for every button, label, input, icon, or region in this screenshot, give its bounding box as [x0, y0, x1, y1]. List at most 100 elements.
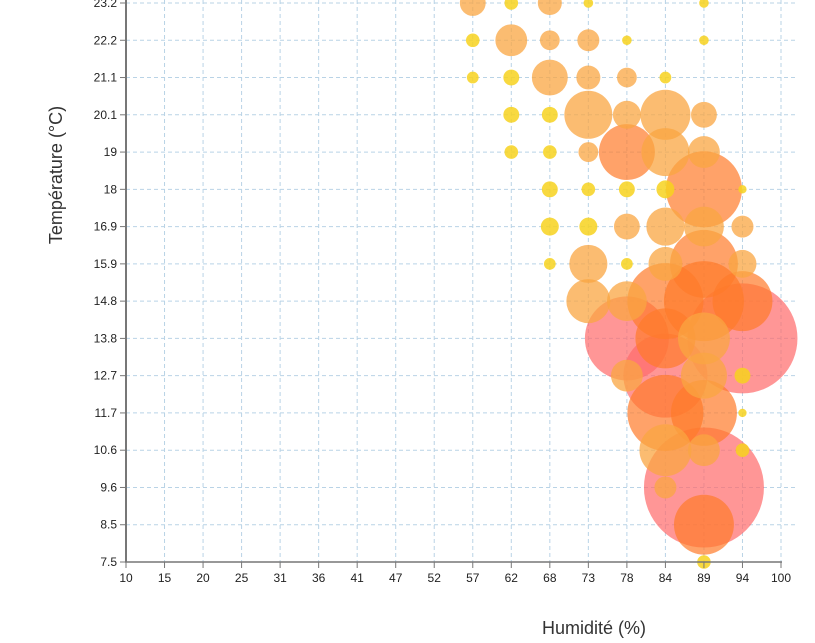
bubble [665, 151, 742, 228]
x-tick-label: 10 [119, 571, 133, 585]
bubble [659, 71, 672, 84]
y-axis-title: Température (°C) [46, 106, 66, 244]
bubble [583, 0, 594, 8]
y-tick-label: 11.7 [95, 406, 118, 420]
x-tick-label: 62 [505, 571, 519, 585]
x-axis-ticks: 10 15 20 25 31 36 41 47 52 57 62 68 73 78 84 89 94 100 [119, 562, 791, 585]
bubbles [459, 0, 798, 569]
x-tick-label: 78 [620, 571, 634, 585]
bubble [459, 0, 486, 16]
bubble [612, 100, 641, 129]
bubble [735, 443, 750, 457]
y-tick-label: 12.7 [94, 369, 118, 383]
bubble [731, 215, 754, 238]
bubble [680, 352, 727, 399]
bubble [699, 35, 709, 46]
bubble [712, 271, 773, 332]
bubble [543, 145, 557, 159]
x-tick-label: 100 [771, 571, 791, 585]
bubble [543, 257, 556, 270]
y-tick-label: 8.5 [100, 518, 117, 532]
y-tick-label: 16.9 [94, 220, 118, 234]
bubble [639, 424, 692, 477]
x-tick-label: 25 [235, 571, 249, 585]
bubble [504, 145, 519, 159]
x-tick-label: 47 [389, 571, 403, 585]
bubble [504, 0, 519, 10]
y-tick-label: 20.1 [94, 108, 118, 122]
x-tick-label: 31 [273, 571, 287, 585]
bubble [691, 101, 717, 128]
bubble [503, 69, 520, 86]
bubble [539, 30, 560, 51]
y-tick-label: 18 [104, 182, 118, 196]
bubble [466, 71, 479, 84]
y-axis-ticks: 7.5 8.5 9.6 10.6 11.7 12.7 13.8 14.8 15.9 16.9 18 1… [94, 0, 126, 569]
y-tick-label: 7.5 [100, 555, 117, 569]
x-tick-label: 57 [466, 571, 480, 585]
bubble [688, 434, 720, 467]
bubble [618, 181, 635, 198]
bubble [622, 35, 632, 46]
bubble [670, 379, 737, 446]
x-tick-label: 84 [659, 571, 673, 585]
bubble [728, 249, 757, 278]
bubble [541, 106, 558, 123]
bubble [613, 213, 640, 240]
bubble [621, 257, 633, 270]
bubble [673, 494, 734, 555]
y-tick-label: 14.8 [94, 294, 118, 308]
x-tick-label: 52 [428, 571, 442, 585]
y-tick-label: 10.6 [94, 443, 118, 457]
bubble [610, 359, 643, 392]
y-tick-label: 19 [104, 145, 118, 159]
bubble [579, 217, 598, 236]
x-tick-label: 89 [697, 571, 711, 585]
bubble [598, 124, 655, 181]
bubble [688, 136, 720, 168]
bubble [677, 312, 730, 365]
y-tick-label: 15.9 [94, 257, 118, 271]
axes [125, 0, 782, 563]
bubble [576, 65, 601, 90]
x-tick-label: 36 [312, 571, 326, 585]
bubble [648, 246, 683, 281]
bubble [640, 89, 691, 140]
bubble [566, 279, 611, 324]
bubble [738, 185, 747, 194]
bubble [654, 476, 677, 499]
bubble [564, 90, 613, 139]
x-tick-label: 15 [158, 571, 172, 585]
y-tick-label: 21.1 [94, 71, 118, 85]
x-tick-label: 94 [736, 571, 750, 585]
x-tick-label: 41 [350, 571, 364, 585]
bubble [495, 24, 528, 57]
bubble [578, 142, 599, 162]
bubble [656, 180, 675, 199]
bubble [531, 59, 568, 96]
bubble [581, 182, 596, 197]
x-tick-label: 20 [196, 571, 210, 585]
y-tick-label: 22.2 [94, 33, 118, 47]
y-tick-label: 13.8 [94, 331, 118, 345]
bubble [577, 29, 600, 52]
x-tick-label: 68 [543, 571, 557, 585]
bubble [684, 206, 724, 247]
bubble [699, 0, 709, 8]
y-tick-label: 23.2 [94, 0, 118, 10]
bubble [606, 281, 647, 322]
bubble [738, 408, 747, 418]
bubble [646, 207, 685, 246]
bubble [540, 217, 559, 236]
bubble [635, 308, 696, 369]
bubble [465, 33, 480, 48]
bubble [616, 67, 637, 88]
bubble [503, 106, 520, 123]
x-tick-label: 73 [582, 571, 596, 585]
y-tick-label: 9.6 [100, 480, 117, 494]
bubble [537, 0, 562, 15]
bubble [734, 367, 751, 384]
bubble [641, 128, 690, 177]
x-axis-title: Humidité (%) [542, 618, 646, 638]
